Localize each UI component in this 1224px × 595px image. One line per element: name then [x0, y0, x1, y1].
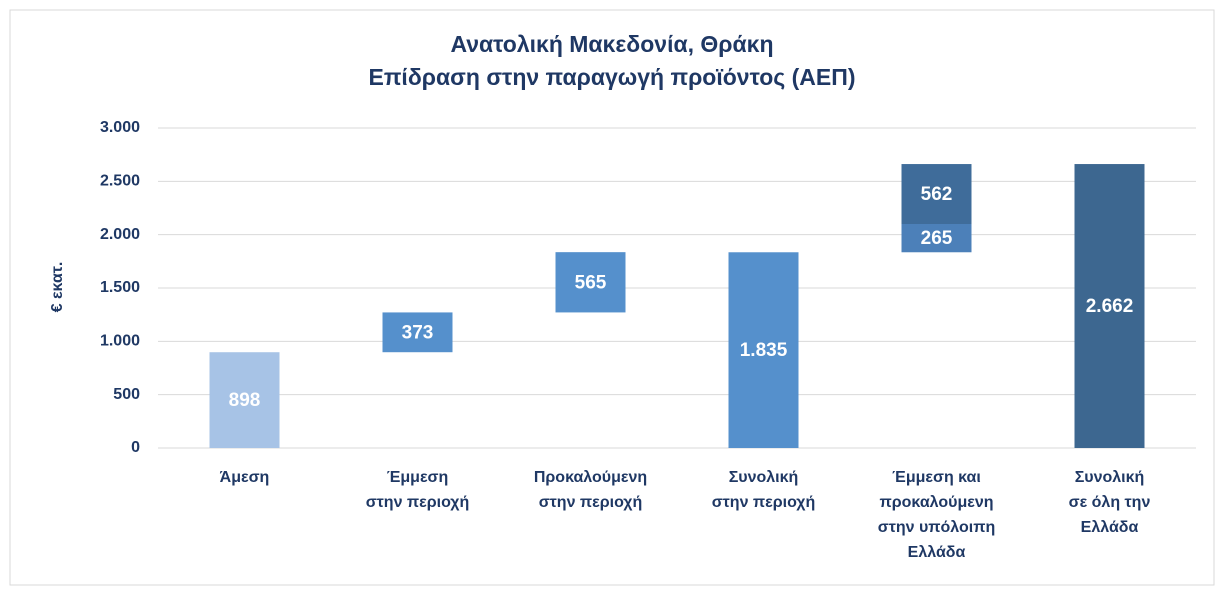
data-label: 265	[921, 228, 953, 249]
x-tick-label: Προκαλούμενη	[534, 469, 647, 486]
y-tick-label: 3.000	[100, 119, 140, 136]
bar	[209, 352, 280, 448]
x-tick-label: Ελλάδα	[908, 544, 966, 561]
y-axis-label: € εκατ.	[49, 262, 66, 313]
x-tick-label: στην υπόλοιπη	[878, 519, 995, 536]
data-label: 898	[229, 390, 261, 411]
x-tick-label: Συνολική	[1075, 469, 1145, 486]
data-label: 562	[921, 184, 953, 205]
x-tick-label: προκαλούμενη	[880, 494, 994, 511]
y-tick-label: 500	[113, 386, 140, 403]
x-tick-label: στην περιοχή	[539, 494, 643, 511]
x-tick-label: Ελλάδα	[1081, 519, 1139, 536]
bar	[1074, 164, 1145, 448]
bar	[901, 224, 972, 253]
x-tick-label: Άμεση	[220, 469, 270, 486]
x-tick-label: στην περιοχή	[366, 494, 470, 511]
bar	[555, 252, 626, 313]
bar	[382, 312, 453, 353]
x-tick-label: Συνολική	[729, 469, 799, 486]
y-tick-label: 1.500	[100, 279, 140, 296]
bar	[728, 252, 799, 448]
x-tick-label: σε όλη την	[1069, 494, 1151, 511]
x-tick-label: Έμμεση και	[892, 469, 981, 486]
data-label: 2.662	[1086, 296, 1134, 317]
y-tick-label: 1.000	[100, 333, 140, 350]
y-tick-label: 2.500	[100, 173, 140, 190]
x-tick-label: Έμμεση	[387, 469, 449, 486]
bar	[901, 164, 972, 224]
y-tick-label: 2.000	[100, 226, 140, 243]
data-label: 1.835	[740, 340, 788, 361]
x-tick-label: στην περιοχή	[712, 494, 816, 511]
chart-title: Ανατολική Μακεδονία, Θράκη	[450, 31, 773, 57]
y-tick-label: 0	[131, 439, 140, 456]
data-label: 565	[575, 272, 607, 293]
chart-title: Επίδραση στην παραγωγή προϊόντος (ΑΕΠ)	[368, 64, 855, 90]
data-label: 373	[402, 322, 434, 343]
